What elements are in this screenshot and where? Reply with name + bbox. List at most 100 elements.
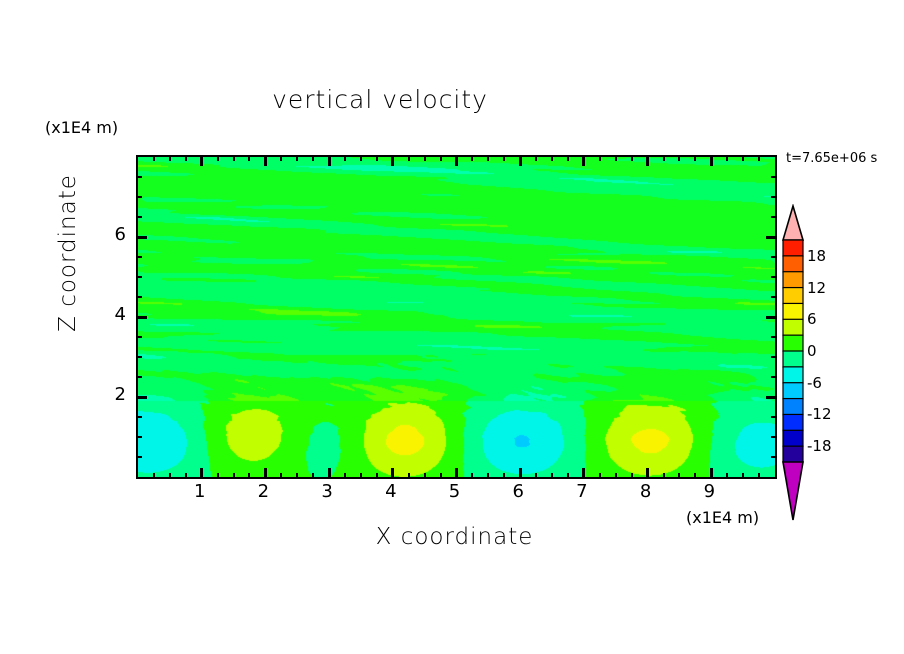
colorbar-tick-label: -6 [807,373,822,392]
axis-tick [766,235,775,239]
axis-tick [407,157,410,161]
axis-tick [439,473,442,477]
axis-tick [766,395,775,399]
axis-tick [455,468,458,477]
y-tick-label: 2 [114,384,126,405]
axis-tick [439,157,442,161]
axis-tick [200,468,204,477]
axis-tick [709,468,713,477]
axis-tick [771,296,775,298]
axis-tick [771,216,775,218]
axis-tick [646,157,650,166]
axis-tick [582,157,586,166]
axis-tick [138,456,142,458]
velocity-field-heatmap [138,157,775,477]
axis-tick [582,468,586,477]
x-tick-label: 2 [257,481,270,502]
axis-tick [232,473,235,477]
y-axis-title: Z coordinate [55,174,81,332]
axis-tick [766,315,775,319]
axis-tick [758,473,761,477]
colorbar: 18 12 6 0 -6 -12 -18 [782,204,904,524]
chart-title: vertical velocity [272,85,488,114]
colorbar-band [782,429,804,448]
axis-tick [138,216,142,218]
axis-tick [771,436,775,438]
colorbar-band [782,255,804,273]
axis-tick [487,473,490,477]
x-tick-label: 6 [512,481,524,502]
axis-tick [614,473,617,477]
axis-tick [726,157,729,161]
colorbar-band [782,334,804,352]
colorbar-band [782,318,804,337]
axis-tick [168,157,171,161]
axis-tick [551,473,554,477]
axis-tick [535,473,538,477]
axis-tick [455,157,458,166]
y-tick-label: 4 [114,304,126,325]
axis-tick [138,416,142,418]
axis-tick [327,468,331,477]
axis-tick [138,196,142,198]
axis-tick [471,157,474,161]
axis-tick [216,473,219,477]
axis-tick [263,468,267,477]
axis-tick [138,176,142,178]
axis-tick [168,473,171,477]
z-axis-unit-label: (x1E4 m) [45,118,119,137]
axis-tick [630,473,633,477]
axis-tick [138,356,142,358]
axis-tick [248,157,251,161]
x-axis-title: X coordinate [375,524,534,550]
axis-tick [771,376,775,378]
x-tick-label: 7 [576,481,588,502]
y-tick-label: 6 [114,224,126,245]
axis-tick [312,157,315,161]
axis-tick [391,157,395,166]
axis-tick [598,157,601,161]
axis-tick [232,157,235,161]
colorbar-band [782,350,804,368]
axis-tick [138,276,142,278]
axis-tick [771,356,775,358]
axis-tick [263,157,267,166]
colorbar-tick-label: 6 [807,310,817,329]
time-stamp-label: t=7.65e+06 s [786,151,878,166]
axis-tick [535,157,538,161]
colorbar-band [782,397,804,416]
axis-tick [138,395,147,399]
axis-tick [598,473,601,477]
colorbar-over-arrow [782,204,805,241]
axis-tick [296,157,299,161]
axis-tick [423,157,426,161]
colorbar-band [782,382,804,400]
axis-tick [694,473,697,477]
axis-tick [758,157,761,161]
axis-tick [771,256,775,258]
axis-tick [138,376,142,378]
axis-tick [709,157,713,166]
colorbar-band [782,271,804,289]
axis-tick [726,473,729,477]
colorbar-tick-label: 18 [807,246,827,265]
axis-tick [138,315,147,319]
axis-tick [248,473,251,477]
axis-tick [646,468,650,477]
axis-tick [518,468,522,477]
axis-tick [152,473,155,477]
axis-tick [280,473,283,477]
colorbar-tick-label: -12 [807,405,832,424]
axis-tick [614,157,617,161]
colorbar-band [782,366,804,384]
x-tick-label: 5 [448,481,461,502]
axis-tick [296,473,299,477]
colorbar-tick-label: -18 [807,437,832,456]
colorbar-under-arrow [782,461,804,521]
axis-tick [138,436,142,438]
axis-tick [138,235,147,239]
x-tick-label: 3 [321,481,333,502]
axis-tick [694,157,697,161]
axis-tick [359,157,362,161]
